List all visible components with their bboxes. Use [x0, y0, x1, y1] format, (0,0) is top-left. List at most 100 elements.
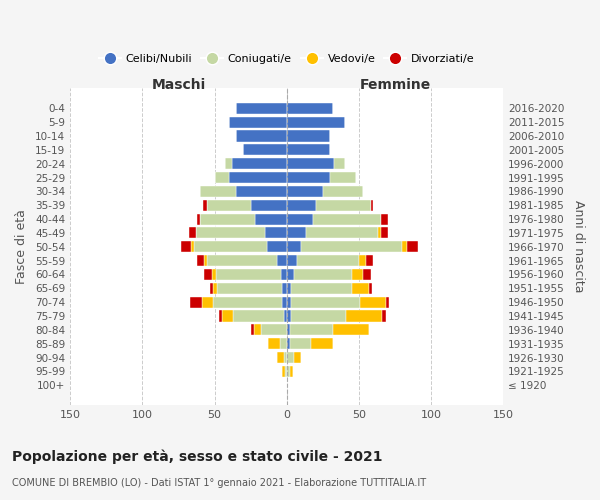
Bar [284, 352, 287, 363]
Bar [268, 338, 280, 349]
Bar [313, 214, 380, 224]
Bar [200, 214, 255, 224]
Bar [297, 255, 359, 266]
Bar [287, 214, 313, 224]
Bar [286, 366, 287, 377]
Bar [287, 324, 290, 336]
Bar [213, 296, 283, 308]
Bar [290, 338, 311, 349]
Bar [330, 172, 356, 183]
Bar [323, 186, 364, 197]
Bar [287, 130, 330, 141]
Text: COMUNE DI BREMBIO (LO) - Dati ISTAT 1° gennaio 2021 - Elaborazione TUTTITALIA.IT: COMUNE DI BREMBIO (LO) - Dati ISTAT 1° g… [12, 478, 426, 488]
Bar [378, 228, 380, 238]
Bar [265, 228, 287, 238]
Bar [290, 366, 293, 377]
Bar [301, 241, 403, 252]
Bar [212, 269, 216, 280]
Bar [352, 282, 369, 294]
Bar [215, 172, 229, 183]
Bar [207, 255, 277, 266]
Bar [287, 186, 323, 197]
Bar [202, 296, 213, 308]
Bar [364, 269, 371, 280]
Bar [188, 228, 196, 238]
Bar [261, 324, 287, 336]
Bar [251, 324, 254, 336]
Bar [219, 310, 222, 322]
Bar [233, 310, 284, 322]
Bar [283, 366, 286, 377]
Text: Maschi: Maschi [151, 78, 206, 92]
Y-axis label: Fasce di età: Fasce di età [15, 210, 28, 284]
Bar [311, 338, 333, 349]
Bar [294, 352, 301, 363]
Bar [287, 102, 333, 114]
Bar [287, 144, 330, 156]
Bar [196, 228, 265, 238]
Bar [359, 255, 366, 266]
Bar [287, 158, 334, 169]
Bar [181, 241, 191, 252]
Bar [386, 296, 389, 308]
Bar [316, 200, 371, 210]
Bar [216, 269, 281, 280]
Bar [287, 172, 330, 183]
Bar [255, 214, 287, 224]
Bar [291, 282, 352, 294]
Legend: Celibi/Nubili, Coniugati/e, Vedovi/e, Divorziati/e: Celibi/Nubili, Coniugati/e, Vedovi/e, Di… [95, 50, 479, 68]
Bar [213, 282, 217, 294]
Bar [283, 282, 287, 294]
Bar [277, 352, 284, 363]
Bar [254, 324, 261, 336]
Bar [197, 214, 200, 224]
Bar [346, 310, 382, 322]
Bar [403, 241, 407, 252]
Bar [277, 255, 287, 266]
Bar [236, 186, 287, 197]
Bar [281, 269, 287, 280]
Bar [352, 269, 364, 280]
Bar [251, 200, 287, 210]
Bar [207, 200, 251, 210]
Bar [229, 116, 287, 128]
Bar [287, 200, 316, 210]
Text: Femmine: Femmine [359, 78, 431, 92]
Bar [291, 310, 346, 322]
Text: Popolazione per età, sesso e stato civile - 2021: Popolazione per età, sesso e stato civil… [12, 450, 383, 464]
Bar [287, 338, 290, 349]
Bar [287, 269, 294, 280]
Bar [361, 296, 386, 308]
Bar [283, 296, 287, 308]
Bar [224, 158, 232, 169]
Bar [287, 255, 297, 266]
Bar [232, 158, 287, 169]
Bar [229, 172, 287, 183]
Bar [266, 241, 287, 252]
Bar [290, 324, 333, 336]
Bar [291, 296, 361, 308]
Bar [407, 241, 418, 252]
Bar [380, 214, 388, 224]
Bar [280, 338, 287, 349]
Bar [191, 241, 194, 252]
Bar [203, 200, 207, 210]
Bar [236, 102, 287, 114]
Bar [380, 228, 388, 238]
Bar [287, 310, 291, 322]
Bar [205, 269, 212, 280]
Bar [287, 116, 344, 128]
Bar [366, 255, 373, 266]
Bar [287, 296, 291, 308]
Bar [305, 228, 378, 238]
Bar [200, 186, 236, 197]
Bar [194, 241, 266, 252]
Bar [287, 352, 294, 363]
Bar [210, 282, 213, 294]
Bar [284, 310, 287, 322]
Bar [333, 324, 369, 336]
Bar [205, 255, 207, 266]
Bar [287, 366, 290, 377]
Bar [190, 296, 202, 308]
Bar [294, 269, 352, 280]
